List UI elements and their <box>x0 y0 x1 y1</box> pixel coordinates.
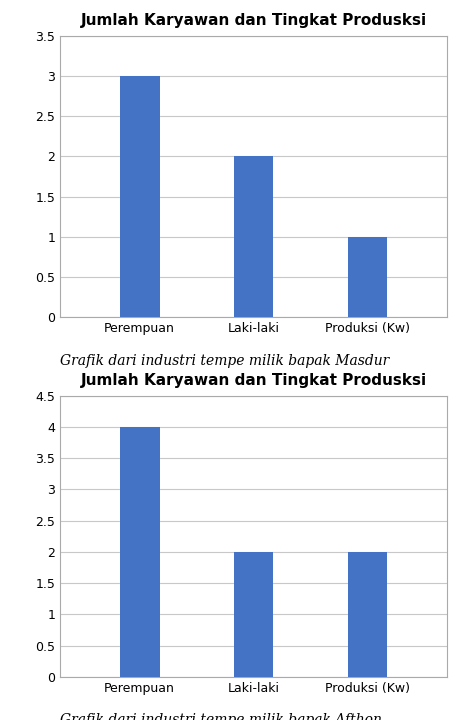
Bar <box>234 156 273 317</box>
Title: Jumlah Karyawan dan Tingkat Produsksi: Jumlah Karyawan dan Tingkat Produsksi <box>81 13 426 28</box>
Title: Jumlah Karyawan dan Tingkat Produsksi: Jumlah Karyawan dan Tingkat Produsksi <box>81 373 426 387</box>
Bar <box>120 76 160 317</box>
Bar <box>348 237 387 317</box>
Bar <box>234 552 273 677</box>
Text: Grafik dari industri tempe milik bapak Masdur: Grafik dari industri tempe milik bapak M… <box>60 354 389 368</box>
Bar <box>348 552 387 677</box>
Bar <box>120 427 160 677</box>
Text: Grafik dari industri tempe milik bapak Afthon: Grafik dari industri tempe milik bapak A… <box>60 714 382 720</box>
